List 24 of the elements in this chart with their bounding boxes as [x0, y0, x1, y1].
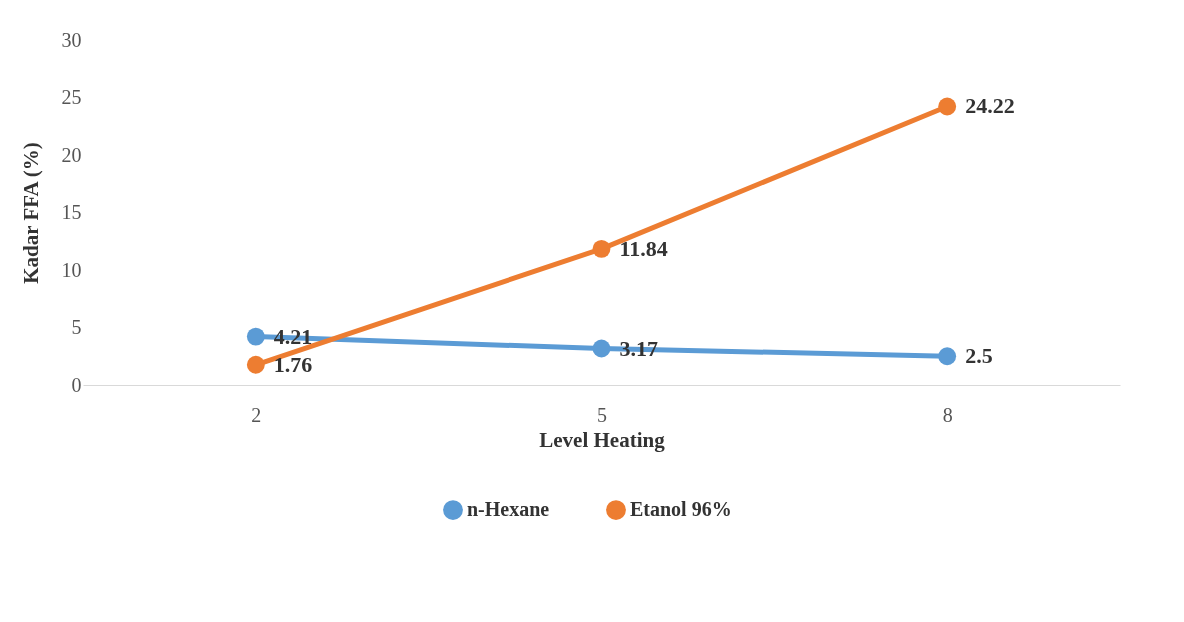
- legend-label: n-Hexane: [467, 498, 550, 521]
- x-tick-label: 5: [597, 403, 607, 426]
- data-label: 24.22: [965, 93, 1015, 119]
- data-label: 11.84: [619, 235, 668, 261]
- point: [246, 327, 265, 346]
- point: [592, 339, 611, 358]
- x-tick-label: 2: [251, 403, 262, 426]
- point: [938, 347, 957, 366]
- point: [592, 239, 611, 258]
- y-tick-label: 30: [61, 28, 82, 51]
- y-tick-label: 20: [61, 143, 82, 166]
- point: [938, 97, 957, 116]
- y-tick-label: 25: [61, 86, 82, 108]
- data-label: 2.5: [965, 343, 993, 369]
- x-tick-label: 8: [942, 403, 953, 426]
- y-tick-label: 0: [71, 373, 82, 396]
- point: [246, 355, 265, 374]
- y-tick-label: 15: [61, 201, 82, 223]
- y-tick-label: 5: [71, 316, 82, 338]
- y-axis-title: Kadar FFA (%): [18, 142, 43, 284]
- y-tick-label: 10: [61, 258, 82, 281]
- x-axis-title: Level Heating: [539, 427, 666, 452]
- legend-label: Etanol 96%: [630, 498, 732, 521]
- data-label: 1.76: [273, 351, 313, 377]
